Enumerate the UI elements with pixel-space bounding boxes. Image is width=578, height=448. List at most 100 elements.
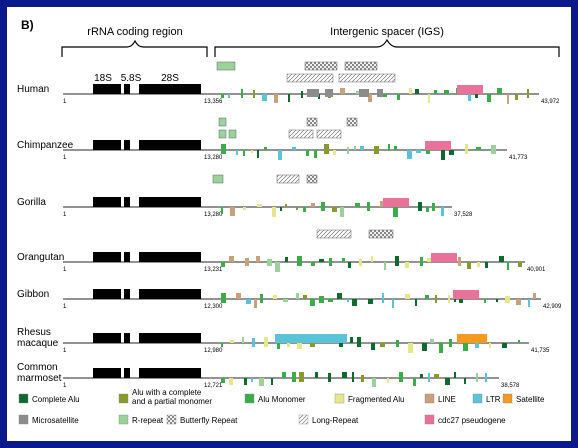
repeat-element: [357, 337, 361, 347]
microsatellite-block: [307, 89, 319, 97]
microsatellite-block: [359, 89, 369, 97]
coding-block: [93, 252, 121, 262]
repeat-element: [388, 144, 390, 150]
repeat-element: [434, 90, 437, 94]
legend-label-line: and a partial monomer: [132, 397, 212, 406]
species-tracks: Human 1 13,356 43,972 Chimpanzee 1 13,280 41,77…: [17, 61, 562, 389]
start-coordinate: 1: [63, 348, 67, 354]
legend-swatch: [298, 414, 309, 425]
repeat-element: [299, 372, 304, 382]
repeat-element: [502, 343, 507, 348]
legend-label: Butterfly Repeat: [180, 416, 238, 425]
repeat-element: [420, 257, 423, 266]
legend-label-line: Butterfly Repeat: [180, 416, 238, 425]
repeat-element: [221, 378, 225, 383]
end-coordinate: 40,901: [527, 267, 546, 273]
legend-item: Long-Repeat: [298, 414, 359, 425]
coding-block: [124, 252, 130, 262]
r-repeat-block: [218, 129, 227, 139]
repeat-element: [230, 340, 234, 343]
species-name: Orangutan: [17, 252, 64, 263]
repeat-element: [507, 262, 509, 270]
repeat-element: [272, 207, 276, 217]
long-repeat-block: [276, 174, 300, 184]
species-track: Gibbon 1 12,300 42,909: [17, 289, 562, 310]
repeat-element: [221, 262, 225, 267]
repeat-element: [380, 343, 385, 347]
legend-label-line: Fragmented Alu: [348, 395, 404, 404]
figure-panel: B) rRNA coding region Intergenic spacer …: [7, 7, 571, 441]
species-name: Chimpanzee: [17, 140, 74, 151]
repeat-element: [439, 343, 443, 353]
species-name-line: marmoset: [17, 373, 62, 384]
repeat-element: [310, 340, 315, 347]
gene-label-5-8s: 5.8S: [121, 73, 142, 84]
species-name: Common marmoset: [17, 362, 62, 384]
repeat-element: [468, 94, 471, 101]
ltr-block: [275, 334, 347, 343]
legend-label-line: Long-Repeat: [312, 416, 359, 425]
repeat-element: [408, 343, 413, 353]
repeat-element: [352, 299, 357, 306]
repeat-element: [355, 203, 360, 207]
repeat-element: [392, 299, 394, 308]
end-coordinate: 37,528: [454, 212, 473, 218]
repeat-element: [342, 258, 345, 262]
repeat-element: [285, 257, 288, 262]
coding-block: [124, 289, 130, 299]
repeat-element: [303, 207, 306, 212]
repeat-element: [415, 89, 419, 94]
boundary-coordinate: 12,721: [204, 383, 223, 389]
repeat-element: [297, 256, 302, 266]
repeat-map-diagram: B) rRNA coding region Intergenic spacer …: [17, 18, 562, 425]
repeat-element: [416, 150, 421, 153]
repeat-element: [329, 258, 332, 266]
repeat-element: [244, 378, 247, 385]
cdc27-block: [453, 290, 479, 299]
repeat-element: [507, 94, 509, 104]
repeat-element: [420, 374, 423, 378]
legend-swatch: [18, 393, 29, 404]
coding-block: [139, 333, 201, 343]
repeat-element: [435, 295, 437, 303]
legend-label-line: LTR: [486, 395, 501, 404]
legend-swatch: [502, 393, 513, 404]
repeat-element: [527, 89, 529, 98]
species-track: Rhesus macaque 1 12,980 41,735: [17, 327, 550, 354]
repeat-element: [477, 262, 480, 267]
repeat-element: [499, 256, 504, 262]
legend-label: LINE: [438, 395, 456, 404]
boundary-coordinate: 12,300: [204, 304, 223, 310]
legend-item: Satellite: [502, 393, 545, 404]
r-repeat-block: [228, 129, 237, 139]
legend-item: Complete Alu: [18, 393, 80, 404]
repeat-element: [271, 378, 273, 385]
repeat-element: [445, 378, 450, 385]
repeat-element: [252, 338, 255, 347]
repeat-element: [463, 343, 468, 351]
species-name-line: macaque: [17, 338, 59, 349]
end-coordinate: 43,972: [541, 99, 560, 105]
repeat-element: [394, 146, 397, 150]
coding-block: [139, 289, 201, 299]
legend-label: cdc27 pseudogene: [438, 416, 506, 425]
repeat-element: [465, 144, 468, 154]
repeat-element: [516, 299, 521, 305]
repeat-element: [371, 343, 375, 350]
long-repeat-block: [316, 229, 352, 239]
legend-label-line: Alu with a complete: [132, 388, 202, 397]
repeat-element: [221, 144, 226, 154]
repeat-element: [297, 343, 302, 349]
species-track: Chimpanzee 1 13,280 41,773: [17, 117, 528, 161]
legend-swatch: [166, 414, 177, 425]
repeat-element: [371, 256, 373, 262]
repeat-element: [230, 207, 235, 216]
repeat-element: [262, 94, 267, 101]
long-repeat-block: [338, 73, 396, 83]
repeat-element: [518, 262, 522, 267]
species-track: Human 1 13,356 43,972: [17, 61, 560, 105]
repeat-element: [396, 340, 399, 347]
repeat-element: [380, 201, 384, 207]
legend-label-line: Satellite: [516, 395, 545, 404]
repeat-element: [372, 378, 376, 387]
